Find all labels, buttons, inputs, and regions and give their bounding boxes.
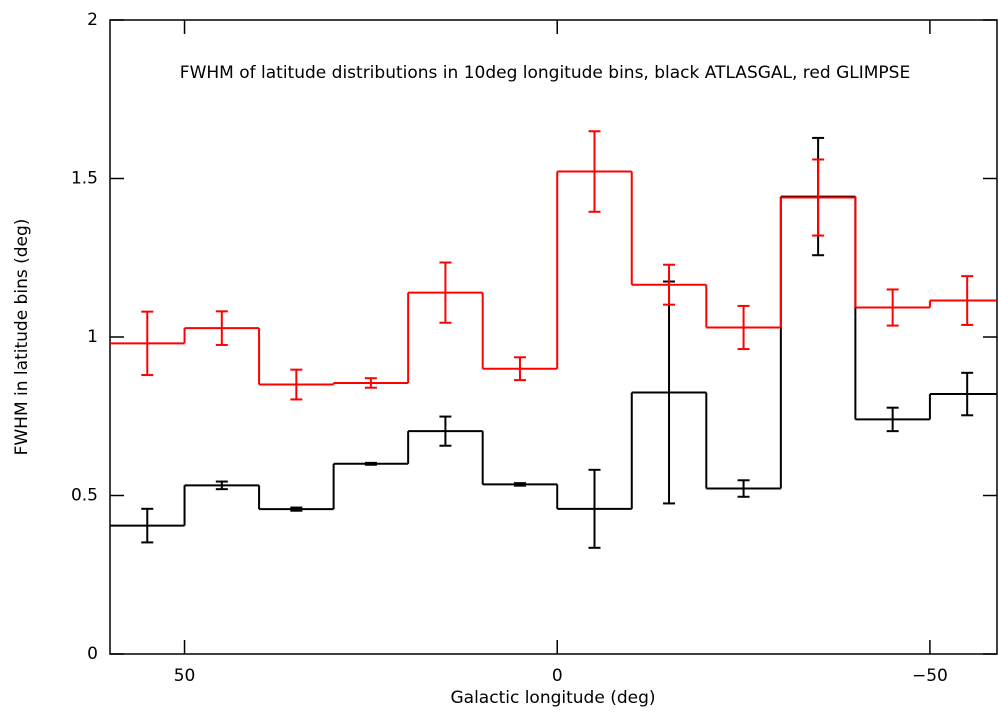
- error-bar: [886, 406, 899, 433]
- error-bar: [961, 275, 974, 326]
- error-bar: [439, 261, 452, 324]
- y-tick-label: 0: [87, 644, 98, 664]
- y-tick-label: 0.5: [71, 486, 98, 506]
- error-bar: [290, 368, 303, 401]
- x-tick-label: −50: [912, 666, 948, 686]
- error-bar: [588, 130, 601, 213]
- error-bar: [812, 158, 825, 237]
- error-bar: [663, 263, 676, 306]
- plot-area: [110, 130, 997, 549]
- error-bar: [364, 461, 377, 466]
- error-bar: [141, 507, 154, 544]
- x-tick-label: 50: [174, 666, 196, 686]
- error-bar: [439, 415, 452, 447]
- chart-title: FWHM of latitude distributions in 10deg …: [180, 63, 910, 83]
- error-bar: [513, 356, 526, 382]
- x-tick-label: 0: [552, 666, 563, 686]
- error-bar: [737, 479, 750, 498]
- error-bar: [588, 468, 601, 549]
- error-bar: [215, 480, 228, 491]
- error-bar: [215, 310, 228, 346]
- y-tick-label: 2: [87, 10, 98, 30]
- error-bar: [737, 304, 750, 351]
- y-tick-label: 1: [87, 327, 98, 347]
- y-axis-label: FWHM in latitude bins (deg): [12, 219, 32, 456]
- error-bar: [141, 310, 154, 377]
- error-bar: [513, 482, 526, 487]
- error-bar: [961, 371, 974, 417]
- error-bar: [886, 288, 899, 327]
- error-bar: [364, 377, 377, 389]
- x-axis-label: Galactic longitude (deg): [450, 688, 655, 708]
- plot-frame: [109, 19, 998, 655]
- error-bar: [290, 506, 303, 512]
- y-tick-label: 1.5: [71, 169, 98, 189]
